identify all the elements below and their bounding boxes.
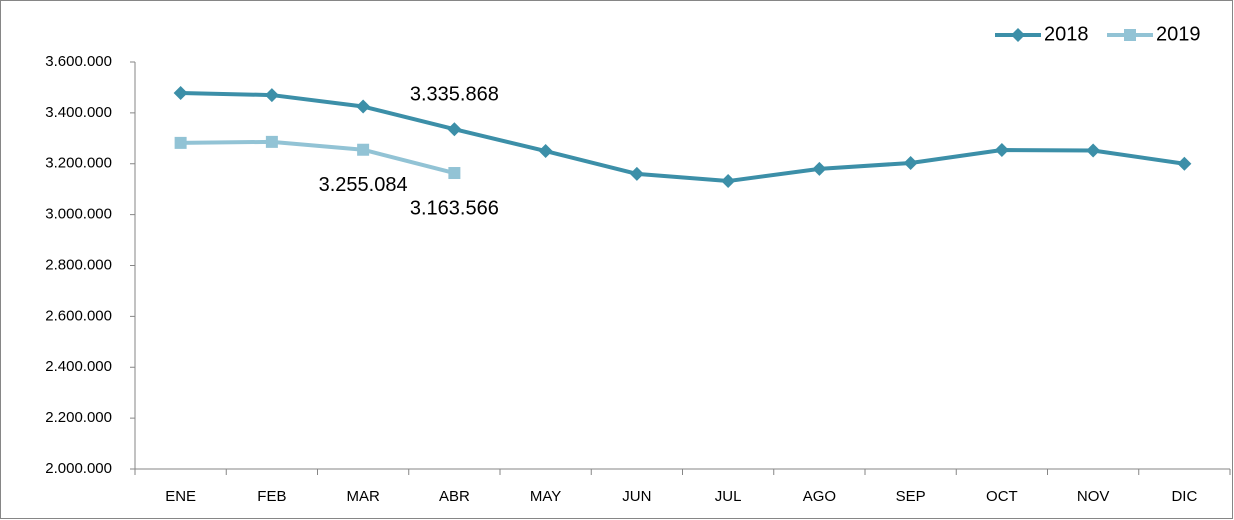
x-tick-label: NOV xyxy=(1077,488,1110,505)
point-marker xyxy=(812,161,827,176)
y-tick-label: 2.000.000 xyxy=(45,460,112,477)
point-marker xyxy=(994,143,1009,158)
series-line xyxy=(180,139,455,175)
point-marker xyxy=(721,174,736,189)
y-tick-label: 2.800.000 xyxy=(45,256,112,273)
legend-label: 2019 xyxy=(1156,23,1201,45)
x-tick-label: DIC xyxy=(1171,488,1197,505)
data-label: 3.255.084 xyxy=(319,174,408,196)
y-tick-label: 2.600.000 xyxy=(45,307,112,324)
legend-label: 2018 xyxy=(1044,23,1089,45)
y-tick-label: 2.400.000 xyxy=(45,358,112,375)
data-label: 3.163.566 xyxy=(410,197,499,219)
legend-marker xyxy=(1011,28,1025,42)
point-marker xyxy=(357,143,370,156)
legend-marker xyxy=(1124,29,1136,41)
point-marker xyxy=(264,88,279,103)
point-marker xyxy=(629,166,644,181)
point-marker xyxy=(903,155,918,170)
x-tick-label: ENE xyxy=(165,488,196,505)
point-marker xyxy=(448,167,461,180)
point-marker xyxy=(265,135,278,148)
x-tick-label: OCT xyxy=(986,488,1018,505)
x-tick-label: SEP xyxy=(896,488,926,505)
x-tick-label: JUN xyxy=(622,488,651,505)
x-tick-label: AGO xyxy=(803,488,836,505)
series-line xyxy=(180,91,1185,184)
point-marker xyxy=(174,136,187,149)
y-tick-label: 3.200.000 xyxy=(45,155,112,172)
point-marker xyxy=(447,122,462,137)
x-tick-label: JUL xyxy=(715,488,742,505)
x-tick-label: ABR xyxy=(439,488,470,505)
y-tick-label: 3.000.000 xyxy=(45,206,112,223)
point-marker xyxy=(1177,156,1192,171)
x-tick-label: MAR xyxy=(346,488,380,505)
y-tick-label: 3.600.000 xyxy=(45,53,112,70)
y-tick-label: 2.200.000 xyxy=(45,409,112,426)
x-tick-label: FEB xyxy=(257,488,286,505)
y-tick-label: 3.400.000 xyxy=(45,104,112,121)
point-marker xyxy=(356,99,371,114)
point-marker xyxy=(1086,143,1101,158)
point-marker xyxy=(538,144,553,159)
data-label: 3.335.868 xyxy=(410,83,499,105)
point-marker xyxy=(173,86,188,101)
x-tick-label: MAY xyxy=(530,488,561,505)
